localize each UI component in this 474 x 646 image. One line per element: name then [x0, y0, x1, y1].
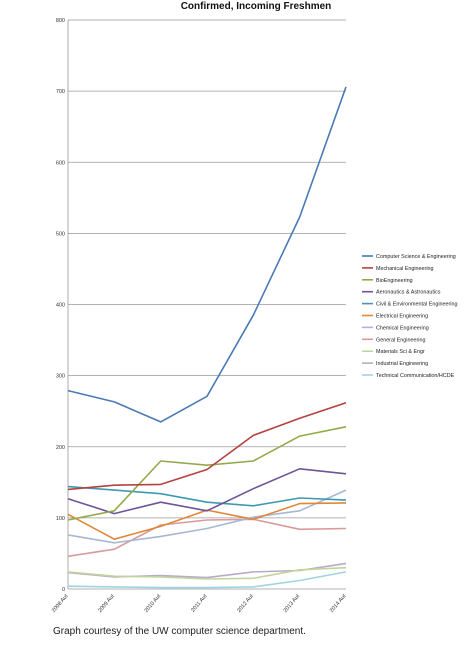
x-tick-label: 2010 Aut	[144, 593, 163, 614]
series-line	[67, 518, 347, 558]
legend-label: Technical Communication/HCDE	[376, 373, 455, 379]
series-line	[67, 467, 347, 515]
legend-label: Chemical Engineering	[376, 325, 429, 331]
y-tick-label: 300	[56, 374, 65, 380]
y-tick-label: 800	[56, 18, 65, 24]
y-tick-label: 200	[56, 445, 65, 451]
series-line	[67, 86, 347, 423]
x-tick-label: 2013 Aut	[283, 593, 302, 614]
legend-label: Materials Sci & Engr	[376, 349, 425, 355]
y-tick-label: 100	[56, 516, 65, 522]
x-tick-label: 2012 Aut	[236, 593, 255, 614]
y-tick-label: 600	[56, 160, 65, 166]
series-line	[67, 571, 347, 589]
legend-label: General Engineering	[376, 337, 425, 343]
chart-title: Confirmed, Incoming Freshmen	[181, 1, 332, 12]
x-tick-label: 2008 Aut	[51, 593, 70, 614]
series-line	[67, 401, 347, 491]
series-line	[67, 566, 347, 580]
y-tick-label: 700	[56, 89, 65, 95]
y-tick-label: 0	[62, 587, 65, 593]
figure-caption: Graph courtesy of the UW computer scienc…	[53, 626, 306, 637]
series-line	[67, 485, 347, 507]
x-tick-label: 2014 Aut	[329, 593, 348, 614]
series-line	[67, 426, 347, 521]
legend-label: Electrical Engineering	[376, 314, 428, 320]
series-line	[67, 489, 347, 544]
legend-label: Computer Science & Engineering	[376, 254, 456, 260]
legend-label: Industrial Engineering	[376, 361, 428, 367]
y-tick-label: 400	[56, 303, 65, 309]
line-chart: Confirmed, Incoming Freshmen 0 100 200 300 40…	[51, 1, 458, 614]
legend-label: Mechanical Engineering	[376, 266, 434, 272]
x-tick-label: 2011 Aut	[190, 593, 209, 614]
x-tick-label: 2009 Aut	[97, 593, 116, 614]
chart: Confirmed, Incoming Freshmen 0 100 200 300 40…	[51, 1, 458, 614]
legend-label: BioEngineering	[376, 278, 413, 284]
legend-label: Aeronautics & Astronautics	[376, 290, 441, 296]
y-tick-label: 500	[56, 231, 65, 237]
legend-label: Civil & Environmental Engineering	[376, 302, 458, 308]
